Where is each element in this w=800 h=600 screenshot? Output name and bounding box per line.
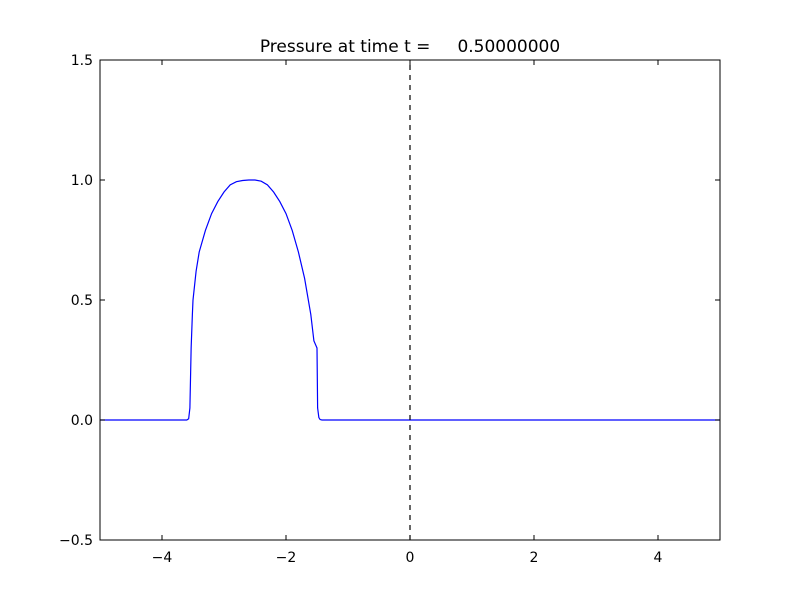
y-tick-label: 0.5 (71, 293, 93, 309)
x-tick-label: −2 (276, 550, 297, 566)
y-tick-label: 1.0 (71, 173, 93, 189)
y-tick-label: −0.5 (59, 533, 93, 549)
x-axis: −4 −2 0 2 4 (152, 60, 663, 566)
y-tick-label: 0.0 (71, 413, 93, 429)
chart-title: Pressure at time t = 0.50000000 (260, 37, 560, 57)
y-tick-label: 1.5 (71, 53, 93, 69)
y-axis: −0.5 0.0 0.5 1.0 1.5 (59, 53, 720, 549)
x-tick-label: −4 (152, 550, 173, 566)
x-tick-label: 0 (406, 550, 415, 566)
x-tick-label: 2 (530, 550, 539, 566)
axes-frame (99, 59, 721, 541)
pressure-series-line (100, 179, 720, 421)
plot-area (100, 60, 720, 540)
x-tick-label: 4 (654, 550, 663, 566)
